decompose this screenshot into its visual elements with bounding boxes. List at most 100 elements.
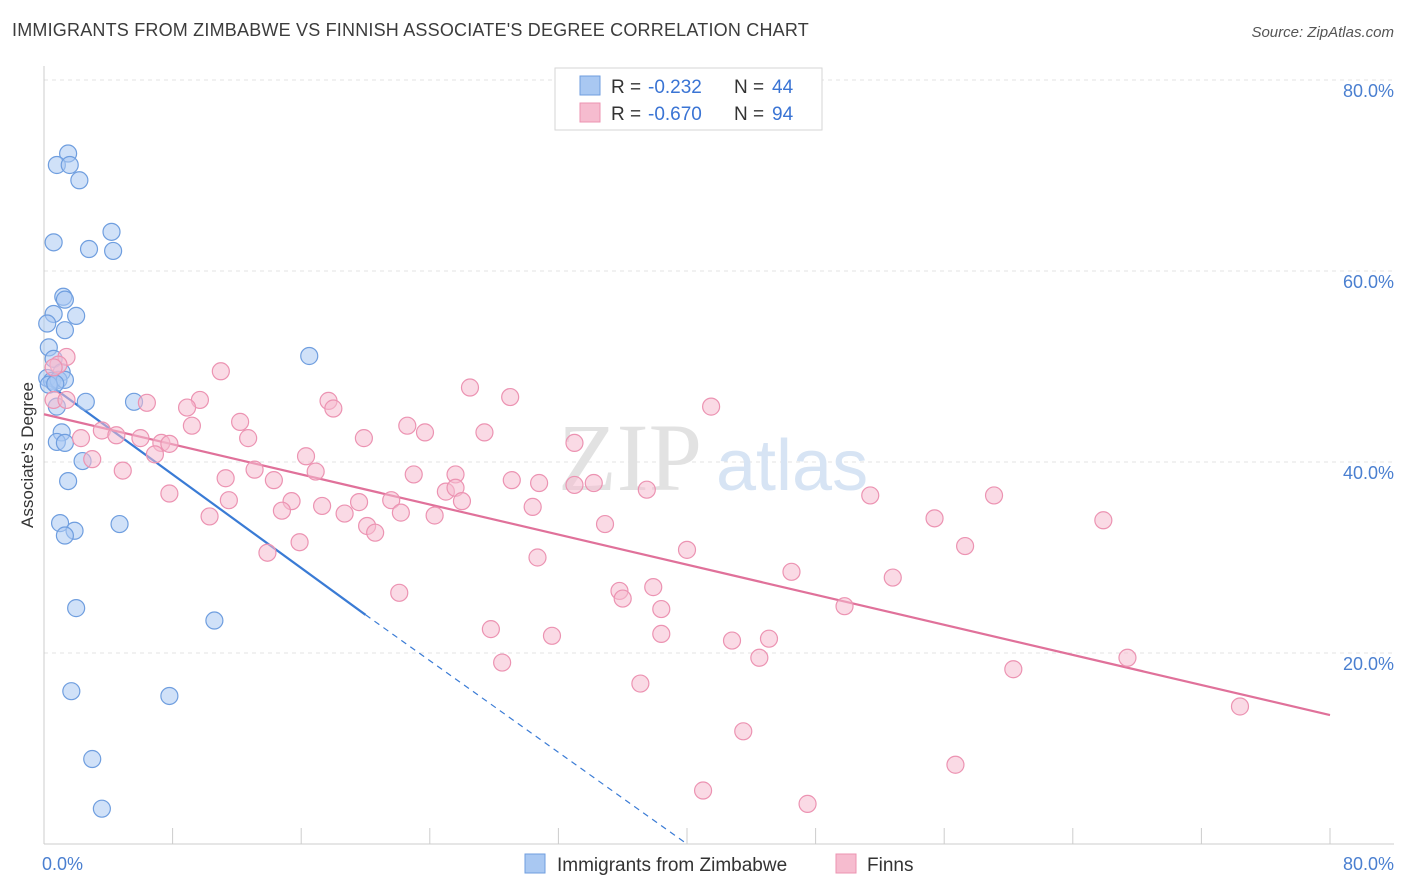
data-point-finns <box>475 423 494 442</box>
watermark-zip: ZIP <box>558 404 702 511</box>
data-point-zimbabwe <box>44 233 63 252</box>
data-point-finns <box>296 447 316 466</box>
legend-n-label-2: N = <box>734 104 764 125</box>
data-point-finns <box>984 486 1004 505</box>
data-point-finns <box>925 509 944 528</box>
data-point-zimbabwe <box>110 514 129 534</box>
legend-r-value-2: -0.670 <box>648 104 702 125</box>
x-tick-label: 80.0% <box>1343 854 1394 874</box>
data-point-finns <box>264 471 283 490</box>
data-point-finns <box>113 461 132 480</box>
watermark: ZIP atlas <box>558 404 868 511</box>
data-point-finns <box>835 597 854 616</box>
legend-r-value-1: -0.232 <box>648 77 702 98</box>
data-point-finns <box>631 674 650 693</box>
data-point-finns <box>145 445 165 464</box>
y-tick-label: 60.0% <box>1343 272 1394 292</box>
data-point-finns <box>644 578 663 597</box>
data-point-finns <box>452 492 472 511</box>
data-point-finns <box>182 416 201 435</box>
data-point-finns <box>481 620 500 639</box>
data-point-finns <box>335 504 354 523</box>
data-point-finns <box>883 568 902 587</box>
data-point-finns <box>652 599 671 619</box>
data-point-finns <box>425 506 444 525</box>
data-point-finns <box>366 523 385 542</box>
data-point-zimbabwe <box>67 306 86 325</box>
data-point-finns <box>239 429 258 448</box>
data-point-finns <box>1094 511 1113 530</box>
data-point-finns <box>750 648 769 667</box>
legend-r-label-2: R = <box>611 104 641 125</box>
bottom-legend-label-2: Finns <box>867 855 913 876</box>
data-point-finns <box>107 426 126 445</box>
data-point-finns <box>501 387 520 407</box>
data-point-finns <box>460 378 480 397</box>
data-point-finns <box>231 412 250 431</box>
data-point-finns <box>131 429 150 448</box>
data-point-zimbabwe <box>92 799 111 818</box>
data-point-finns <box>530 473 549 493</box>
data-point-zimbabwe <box>79 239 99 259</box>
data-point-finns <box>722 631 742 650</box>
data-point-zimbabwe <box>60 155 79 175</box>
x-tick-label: 0.0% <box>42 854 83 874</box>
data-point-finns <box>177 398 197 417</box>
source-label: Source: ZipAtlas.com <box>1251 24 1394 41</box>
data-point-finns <box>404 465 423 484</box>
data-point-zimbabwe <box>205 611 224 630</box>
bottom-legend-label-1: Immigrants from Zimbabwe <box>557 855 787 876</box>
data-point-finns <box>245 460 264 479</box>
data-point-zimbabwe <box>55 321 74 340</box>
y-axis-label: Associate's Degree <box>18 382 37 528</box>
data-point-finns <box>415 423 435 442</box>
legend-n-label-1: N = <box>734 77 764 98</box>
legend-n-value-1: 44 <box>772 77 794 98</box>
data-point-finns <box>502 471 521 490</box>
data-point-finns <box>528 548 547 567</box>
trend-line-zimbabwe <box>43 379 367 616</box>
legend: R = -0.232 N = 44 R = -0.670 N = 94 <box>554 67 823 131</box>
data-point-finns <box>324 399 343 418</box>
data-point-finns <box>354 429 373 448</box>
data-point-finns <box>955 536 975 556</box>
data-point-finns <box>595 514 615 534</box>
data-points <box>38 144 1250 818</box>
y-tick-label: 40.0% <box>1343 463 1394 483</box>
data-point-finns <box>542 626 562 645</box>
data-point-finns <box>391 503 410 522</box>
data-point-finns <box>258 543 277 562</box>
grid-lines <box>44 79 1394 654</box>
x-tick-labels: 0.0% 80.0% <box>42 854 1394 874</box>
data-point-finns <box>677 540 697 559</box>
legend-swatch-blue <box>579 75 601 96</box>
data-point-finns <box>137 393 156 412</box>
data-point-finns <box>219 491 238 510</box>
data-point-finns <box>1004 660 1023 679</box>
data-point-finns <box>160 484 179 503</box>
data-point-finns <box>349 493 369 512</box>
y-tick-label: 80.0% <box>1343 81 1394 101</box>
axes <box>43 66 1394 845</box>
data-point-zimbabwe <box>102 222 121 241</box>
data-point-zimbabwe <box>67 599 86 618</box>
data-point-finns <box>702 397 721 416</box>
data-point-finns <box>306 462 325 481</box>
legend-n-value-2: 94 <box>772 104 794 125</box>
legend-swatch-pink <box>579 102 601 123</box>
data-point-finns <box>312 496 332 516</box>
data-point-finns <box>382 491 401 510</box>
data-point-finns <box>71 429 91 448</box>
data-point-finns <box>398 416 417 435</box>
bottom-legend: Immigrants from Zimbabwe Finns <box>524 853 913 876</box>
data-point-finns <box>798 794 817 813</box>
data-point-finns <box>782 562 801 581</box>
data-point-zimbabwe <box>300 346 319 366</box>
data-point-finns <box>211 362 230 381</box>
data-point-zimbabwe <box>55 526 74 545</box>
chart-title: IMMIGRANTS FROM ZIMBABWE VS FINNISH ASSO… <box>12 20 809 40</box>
data-point-finns <box>272 501 292 520</box>
data-point-finns <box>290 533 309 552</box>
data-point-finns <box>759 629 779 648</box>
